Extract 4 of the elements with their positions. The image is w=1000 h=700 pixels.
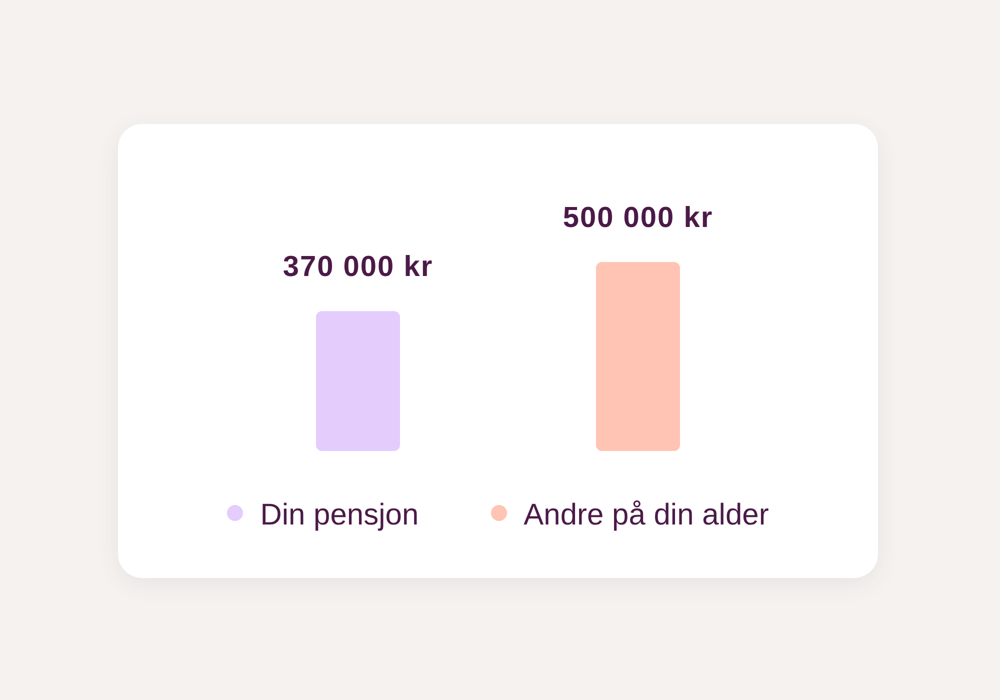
x-tick-label: Andre på din alder — [524, 498, 769, 532]
x-tick-label: Din pensjon — [260, 498, 419, 532]
data-label: 500 000 kr — [562, 202, 714, 234]
data-label: 370 000 kr — [282, 251, 434, 284]
